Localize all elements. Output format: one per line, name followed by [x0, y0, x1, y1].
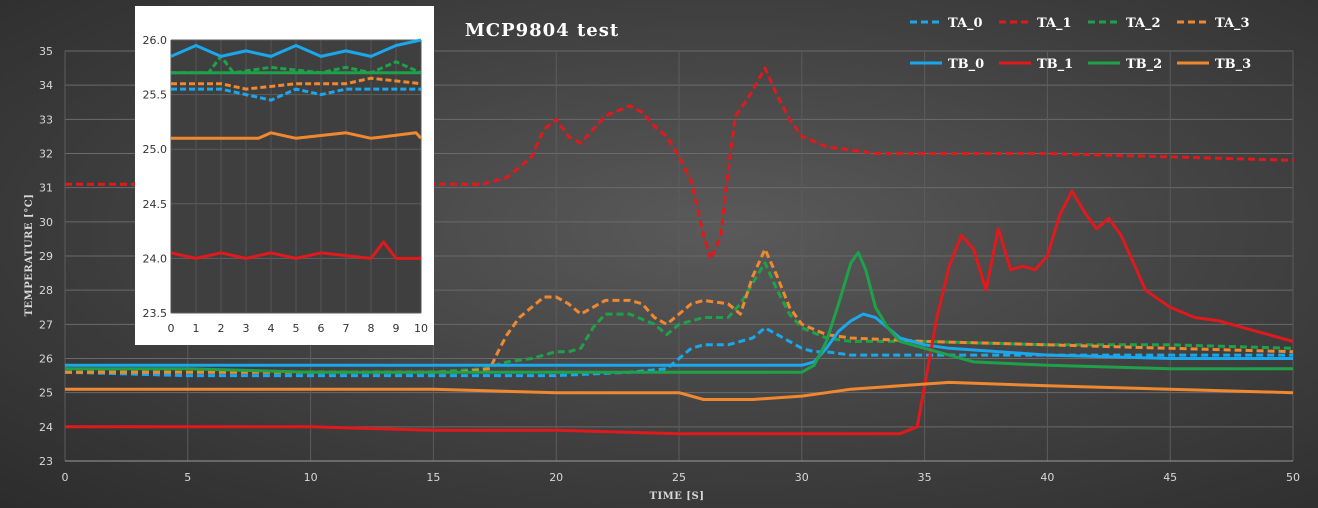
- inset-series-line-tb-3: [171, 131, 423, 140]
- inset-series-line-tb-1: [170, 240, 421, 260]
- inset-x-tick-label: 0: [168, 322, 175, 335]
- legend-label: TA_0: [948, 16, 983, 31]
- inset-y-tick-label: 23.5: [143, 307, 168, 320]
- y-tick-label: 34: [39, 79, 53, 92]
- inset-series-line-ta-3: [171, 76, 422, 91]
- chart-title: MCP9804 test: [465, 20, 619, 41]
- legend-label: TB_1: [1037, 57, 1073, 72]
- x-axis-title: TIME [S]: [650, 491, 705, 502]
- inset-x-tick-label: 10: [414, 322, 428, 335]
- inset-x-tick-labels: 0 1 2 3 4 5 6 7 8 9 10: [168, 322, 429, 335]
- inset-x-tick-label: 5: [293, 322, 300, 335]
- inset-x-tick-label: 4: [268, 322, 275, 335]
- series-line-tb-1: [65, 189, 1294, 436]
- y-axis-tick-labels: 23 24 25 26 27 28 29 30 31 32 33 34 35: [39, 45, 53, 468]
- legend-label: TB_0: [948, 57, 984, 72]
- series-line-tb-2: [65, 251, 1293, 374]
- inset-y-tick-labels: 23.5 24.0 24.5 25.0 25.5 26.0: [143, 34, 168, 320]
- y-tick-label: 30: [39, 216, 53, 229]
- y-tick-label: 28: [39, 284, 53, 297]
- x-tick-label: 15: [426, 471, 440, 484]
- series-line-tb-3: [65, 380, 1294, 401]
- series-line-ta-3: [65, 247, 1294, 374]
- y-tick-label: 32: [39, 148, 53, 161]
- inset-zoom-chart: 23.5 24.0 24.5 25.0 25.5 26.0 0 1 2 3 4 5 6 7 8 9 10: [135, 6, 434, 345]
- legend-label: TA_2: [1126, 16, 1161, 31]
- y-tick-label: 27: [39, 318, 53, 331]
- inset-x-tick-label: 3: [243, 322, 250, 335]
- inset-y-tick-label: 24.5: [143, 198, 168, 211]
- inset-y-tick-label: 26.0: [143, 34, 168, 47]
- inset-series-line-ta-0: [171, 87, 421, 102]
- legend-label: TA_3: [1215, 16, 1250, 31]
- y-tick-label: 29: [39, 250, 53, 263]
- x-tick-label: 40: [1040, 471, 1054, 484]
- inset-x-tick-label: 1: [193, 322, 200, 335]
- inset-y-tick-label: 24.0: [143, 252, 168, 265]
- inset-x-tick-label: 8: [368, 322, 375, 335]
- series-line-ta-0: [64, 326, 1293, 378]
- series-line-ta-1: [65, 66, 1294, 261]
- main-series-lines: [64, 66, 1294, 436]
- x-tick-label: 0: [62, 471, 69, 484]
- legend-label: TA_1: [1037, 16, 1072, 31]
- y-axis-title: TEMPERATURE [°C]: [24, 194, 35, 317]
- x-tick-label: 50: [1286, 471, 1300, 484]
- inset-x-tick-label: 6: [318, 322, 325, 335]
- inset-x-tick-label: 9: [393, 322, 400, 335]
- series-line-tb-0: [65, 312, 1293, 367]
- inset-series-line-tb-0: [170, 38, 422, 58]
- inset-series-lines: [170, 38, 423, 260]
- y-tick-label: 35: [39, 45, 53, 58]
- y-tick-label: 23: [39, 455, 53, 468]
- x-axis-tick-labels: 0 5 10 15 20 25 30 35 40 45 50: [62, 471, 1301, 484]
- inset-x-tick-label: 7: [343, 322, 350, 335]
- inset-x-tick-label: 2: [218, 322, 225, 335]
- inset-y-tick-label: 25.5: [143, 89, 168, 102]
- x-tick-label: 20: [549, 471, 563, 484]
- inset-series-line-ta-2: [171, 54, 422, 75]
- x-tick-label: 30: [795, 471, 809, 484]
- x-tick-label: 10: [304, 471, 318, 484]
- inset-y-tick-label: 25.0: [143, 143, 168, 156]
- y-tick-label: 25: [39, 387, 53, 400]
- legend-label: TB_2: [1126, 57, 1162, 72]
- legend-label: TB_3: [1215, 57, 1251, 72]
- y-tick-label: 26: [39, 353, 53, 366]
- y-tick-label: 33: [39, 113, 53, 126]
- y-tick-label: 31: [39, 182, 53, 195]
- x-tick-label: 35: [918, 471, 932, 484]
- x-tick-label: 25: [672, 471, 686, 484]
- legend: TA_0 TA_1 TA_2 TA_3 TB_0 TB_1 TB_2 TB_3: [910, 16, 1251, 72]
- y-tick-label: 24: [39, 421, 53, 434]
- inset-gridlines: [170, 39, 422, 314]
- x-tick-label: 5: [184, 471, 191, 484]
- x-tick-label: 45: [1163, 471, 1177, 484]
